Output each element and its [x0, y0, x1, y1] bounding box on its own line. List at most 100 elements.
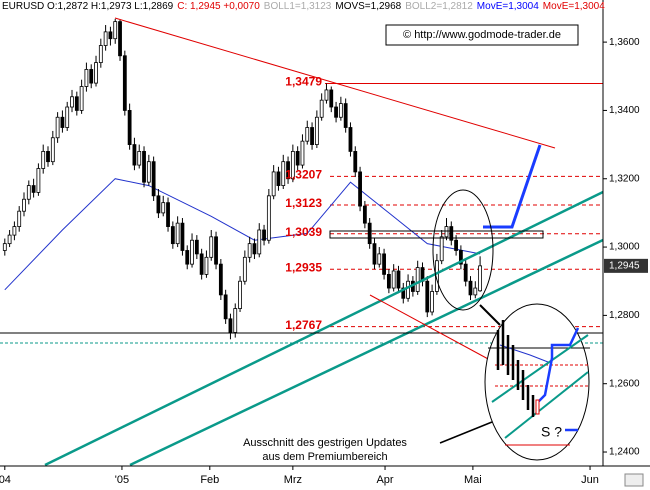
- annotation: Ausschnitt des gestrigen Updates: [243, 437, 407, 449]
- candle-body: [170, 226, 175, 245]
- candle-body: [396, 270, 401, 289]
- candle-body: [41, 151, 46, 169]
- candle-body: [146, 161, 151, 183]
- candle-body: [391, 270, 396, 289]
- candle-body: [2, 243, 7, 251]
- annotation: aus dem Premiumbereich: [262, 451, 387, 463]
- y-tick-label: 1,2600: [609, 378, 640, 389]
- candle-body: [252, 243, 257, 255]
- candle-body: [372, 243, 377, 265]
- icon: [624, 473, 644, 487]
- candle-body: [271, 171, 276, 197]
- x-tick-label: 04: [0, 474, 11, 486]
- candle-body: [343, 103, 348, 128]
- y-tick-label: 1,3400: [609, 105, 640, 116]
- candle-body: [295, 151, 300, 166]
- candle-body: [204, 256, 209, 275]
- candle-body: [31, 185, 36, 193]
- candle-body: [175, 222, 180, 245]
- candle-body: [70, 96, 74, 108]
- candle-body: [209, 236, 214, 258]
- candle-body: [228, 318, 233, 333]
- inset-candles: [496, 320, 535, 417]
- pointer-line: [439, 421, 493, 444]
- candle-body: [108, 31, 113, 40]
- candle-body: [334, 106, 338, 118]
- candle-body: [60, 116, 65, 128]
- candle-body: [348, 127, 353, 152]
- candle-body: [22, 198, 26, 212]
- candle-body: [300, 140, 305, 166]
- candle-body: [367, 222, 372, 245]
- last-price-label: 1,2945: [609, 260, 640, 271]
- x-tick-label: Apr: [376, 474, 393, 486]
- x-tick-label: '05: [115, 474, 129, 486]
- y-tick-label: 1,3200: [609, 173, 640, 184]
- candle-body: [353, 151, 358, 173]
- candle-body: [324, 89, 329, 101]
- candle-body: [406, 280, 410, 299]
- candle-body: [180, 222, 185, 251]
- resistance-trendline: [114, 17, 556, 149]
- candle-body: [12, 226, 17, 236]
- candle-body: [329, 89, 334, 108]
- candle-body: [401, 287, 406, 299]
- candle-body: [84, 69, 89, 87]
- trendline: [369, 294, 491, 361]
- inset-channel: [504, 371, 589, 439]
- candle-body: [233, 308, 238, 333]
- header-item: MOVS=1,2968: [335, 1, 401, 12]
- candle-body: [156, 195, 161, 214]
- x-tick-label: Mai: [464, 474, 482, 486]
- candle-body: [458, 250, 463, 265]
- candle-body: [478, 265, 482, 292]
- candle-body: [290, 151, 295, 180]
- candle-body: [281, 161, 286, 186]
- candle-body: [118, 21, 122, 57]
- y-tick-label: 1,2800: [609, 310, 640, 321]
- header-item: EURUSD O:1,2872 H:1,2973 L:1,2869: [2, 1, 174, 12]
- candle-body: [127, 110, 132, 145]
- candle-body: [358, 171, 362, 207]
- level-label: 1,3207: [285, 168, 322, 182]
- candle-body: [194, 239, 199, 255]
- highlight-ellipse: [432, 189, 494, 311]
- layers: [2, 18, 603, 340]
- candle-body: [17, 210, 22, 227]
- x-tick-label: Mrz: [284, 474, 302, 486]
- y-tick-label: 1,3600: [609, 37, 640, 48]
- candle-body: [439, 236, 444, 262]
- inset: S ?: [484, 303, 590, 461]
- candle-body: [257, 229, 262, 255]
- candle-body: [305, 127, 310, 142]
- level-label: 1,3123: [285, 196, 322, 210]
- forecast-line: [483, 144, 542, 229]
- candle-body: [286, 161, 290, 180]
- last-price-box: [604, 258, 648, 273]
- candle-body: [98, 45, 103, 64]
- header-item: MovE=1,3004: [477, 1, 539, 12]
- level-label: 1,3039: [285, 225, 322, 239]
- candle-body: [454, 239, 458, 251]
- level-label: 1,3479: [285, 75, 322, 89]
- candle-body: [113, 21, 118, 40]
- candle-body: [242, 256, 247, 282]
- candle-body: [463, 263, 468, 282]
- zone-box: [329, 230, 544, 239]
- candle-body: [247, 243, 252, 258]
- candle-body: [151, 161, 156, 197]
- inset-ellipse: [484, 303, 590, 461]
- candle-body: [137, 151, 142, 166]
- candle-body: [425, 280, 430, 313]
- candle-body: [166, 202, 170, 227]
- watermark: © http://www.godmode-trader.de: [403, 29, 561, 41]
- candle-body: [238, 280, 242, 309]
- pointer-line: [479, 304, 501, 326]
- candle-body: [79, 86, 84, 111]
- candle-body: [161, 202, 166, 214]
- candle-body: [310, 127, 314, 145]
- inset-channel: [491, 334, 589, 403]
- x-tick-label: Jun: [581, 474, 599, 486]
- candle-body: [89, 69, 94, 84]
